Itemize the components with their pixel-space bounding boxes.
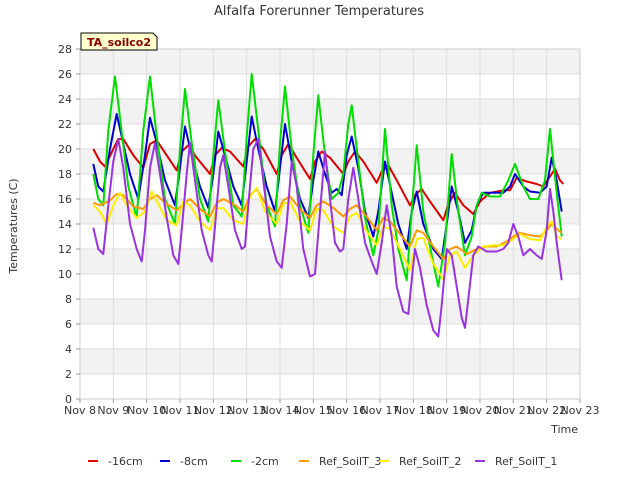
y-tick-label: 24	[58, 93, 72, 106]
x-tick-label: Nov 22	[527, 404, 566, 417]
x-tick-label: Nov 21	[494, 404, 533, 417]
y-axis-label: Temperatures (C)	[7, 178, 20, 274]
x-tick-label: Nov 16	[327, 404, 366, 417]
x-tick-label: Nov 10	[127, 404, 166, 417]
plot-band	[80, 274, 580, 299]
plot-band	[80, 74, 580, 99]
legend-label-8cm: -8cm	[180, 455, 208, 468]
x-tick-label: Nov 19	[427, 404, 466, 417]
y-tick-label: 4	[65, 343, 72, 356]
legend: -16cm -8cm -2cm Ref_SoilT_3 Ref_SoilT_2 Ref_S…	[88, 455, 557, 468]
plot-band	[80, 49, 580, 74]
plot-band	[80, 124, 580, 149]
x-tick-label: Nov 11	[161, 404, 200, 417]
x-tick-label: Nov 17	[361, 404, 400, 417]
series-line-ref-soilt-1	[92, 138, 563, 338]
legend-label-ref-soilt-1: Ref_SoilT_1	[495, 455, 557, 468]
y-tick-label: 28	[58, 43, 72, 56]
x-tick-label: Nov 20	[461, 404, 500, 417]
x-tick-label: Nov 23	[561, 404, 600, 417]
plot-band	[80, 299, 580, 324]
chart-title: Alfalfa Forerunner Temperatures	[214, 4, 424, 19]
x-tick-label: Nov 15	[294, 404, 333, 417]
x-tick-label: Nov 9	[97, 404, 129, 417]
y-tick-label: 2	[65, 368, 72, 381]
y-tick-label: 14	[58, 218, 72, 231]
y-tick-label: 22	[58, 118, 72, 131]
y-tick-label: 12	[58, 243, 72, 256]
x-tick-label: Nov 14	[261, 404, 300, 417]
y-tick-label: 6	[65, 318, 72, 331]
legend-label-2cm: -2cm	[251, 455, 279, 468]
y-tick-label: 18	[58, 168, 72, 181]
plot-band	[80, 374, 580, 399]
y-tick-label: 20	[58, 143, 72, 156]
legend-label-ref-soilt-3: Ref_SoilT_3	[319, 455, 381, 468]
legend-label-ref-soilt-2: Ref_SoilT_2	[399, 455, 461, 468]
series-line-ref-soilt-2	[92, 186, 563, 280]
y-tick-label: 16	[58, 193, 72, 206]
x-tick-label: Nov 8	[64, 404, 96, 417]
plot-band	[80, 99, 580, 124]
x-tick-label: Nov 12	[194, 404, 233, 417]
y-tick-label: 0	[65, 393, 72, 406]
badge-label: TA_soilco2	[87, 36, 151, 49]
x-tick-label: Nov 13	[227, 404, 266, 417]
y-tick-label: 26	[58, 68, 72, 81]
x-tick-label: Nov 18	[394, 404, 433, 417]
legend-label-16cm: -16cm	[108, 455, 143, 468]
y-tick-label: 8	[65, 293, 72, 306]
plot-band	[80, 149, 580, 174]
series-line-ref-soilt-3	[92, 188, 563, 260]
badge: TA_soilco2	[80, 32, 158, 51]
y-tick-label: 10	[58, 268, 72, 281]
plot-band	[80, 349, 580, 374]
plot-band	[80, 324, 580, 349]
series-group	[92, 73, 565, 338]
plot-band	[80, 249, 580, 274]
badge-box	[80, 32, 158, 51]
x-axis-label: Time	[550, 423, 578, 436]
